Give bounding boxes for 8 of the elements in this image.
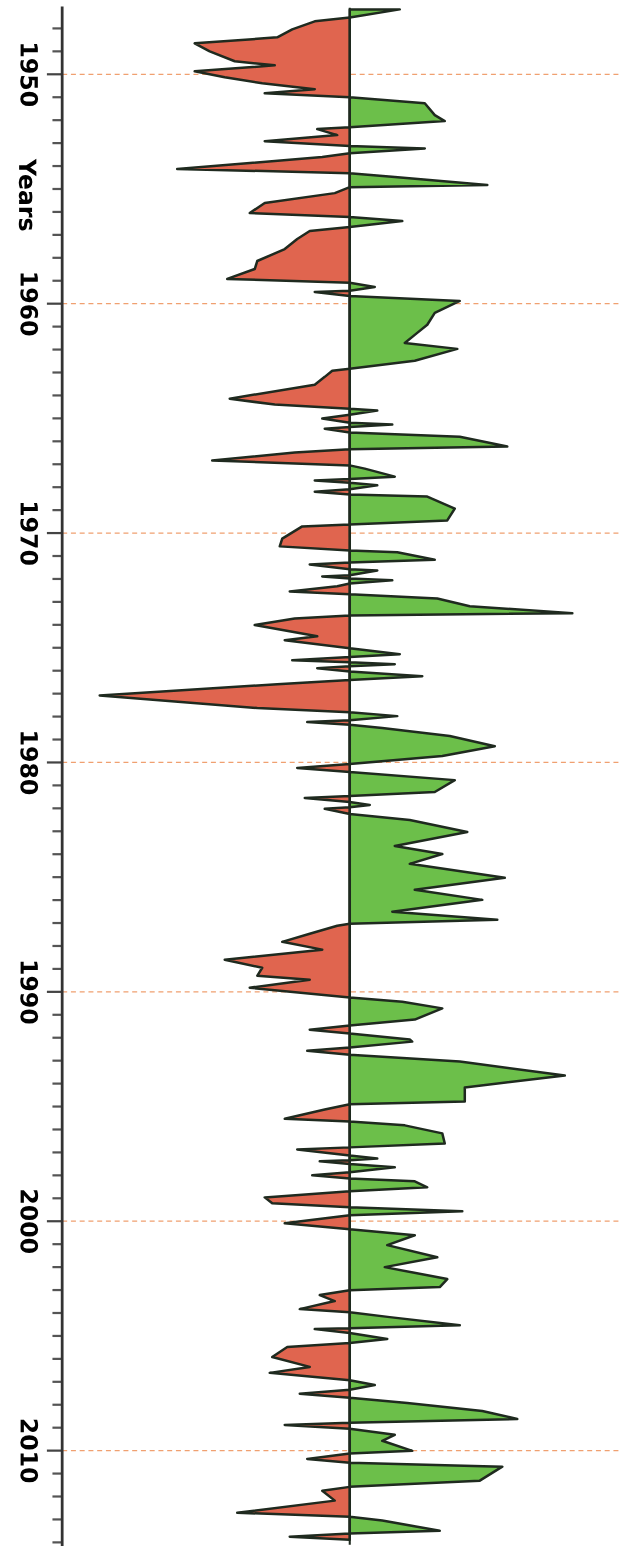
y-tick-label: 1970 [20, 502, 39, 565]
y-tick-label: 1950 [20, 44, 39, 107]
y-tick-label: 2000 [20, 1190, 39, 1253]
y-tick-label: 1990 [20, 961, 39, 1024]
y-axis-title: Years [18, 158, 37, 231]
y-tick-label: 1960 [20, 273, 39, 336]
y-tick-label: 2010 [20, 1419, 39, 1483]
y-tick-label: 1980 [20, 732, 39, 795]
